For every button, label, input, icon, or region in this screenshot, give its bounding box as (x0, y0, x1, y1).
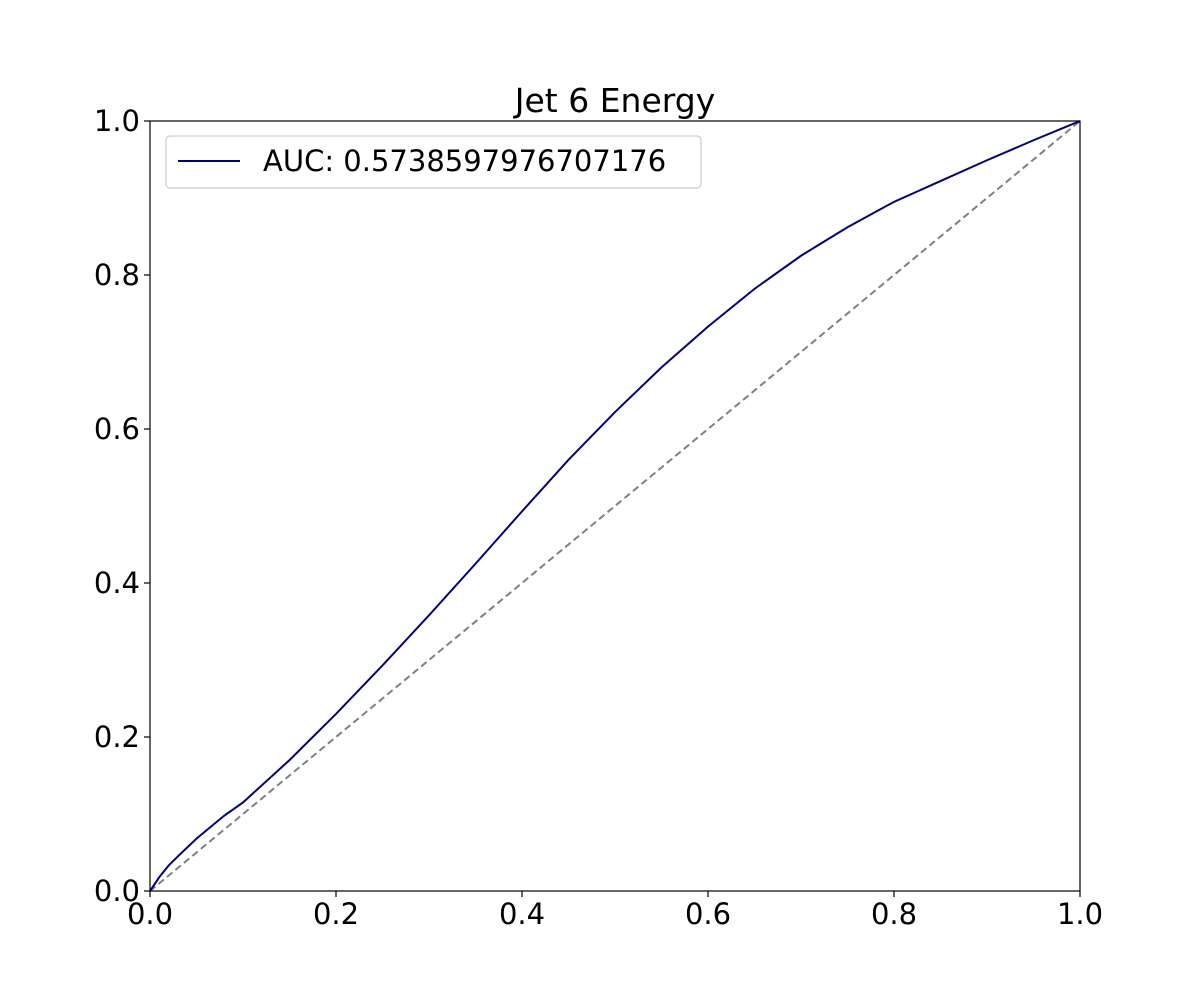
roc-curve-line (149, 120, 1081, 892)
legend-box (165, 135, 702, 189)
x-tick-label: 0.0 (127, 897, 173, 931)
plot-frame (149, 120, 1081, 892)
y-tick-label: 1.0 (94, 104, 140, 138)
chart-title: Jet 6 Energy (513, 81, 715, 120)
y-tick-label: 0.2 (94, 720, 140, 754)
x-tick-label: 0.2 (313, 897, 359, 931)
legend-entry-label: AUC: 0.5738597976707176 (263, 144, 666, 178)
y-tick-label: 0.8 (94, 258, 140, 292)
plot-area (149, 120, 1081, 892)
y-tick-label: 0.6 (94, 412, 140, 446)
y-tick-label: 0.4 (94, 566, 140, 600)
axes-ticks: 0.0 0.2 0.4 0.6 0.8 1.0 0.0 0.2 0.4 0.6 0.8 1.0 (94, 104, 1103, 931)
y-tick-label: 0.0 (94, 874, 140, 908)
x-tick-label: 0.8 (871, 897, 917, 931)
x-tick-label: 0.6 (685, 897, 731, 931)
chance-diagonal-line (149, 120, 1081, 892)
legend: AUC: 0.5738597976707176 (165, 135, 702, 189)
x-tick-label: 1.0 (1057, 897, 1103, 931)
x-tick-label: 0.4 (499, 897, 545, 931)
